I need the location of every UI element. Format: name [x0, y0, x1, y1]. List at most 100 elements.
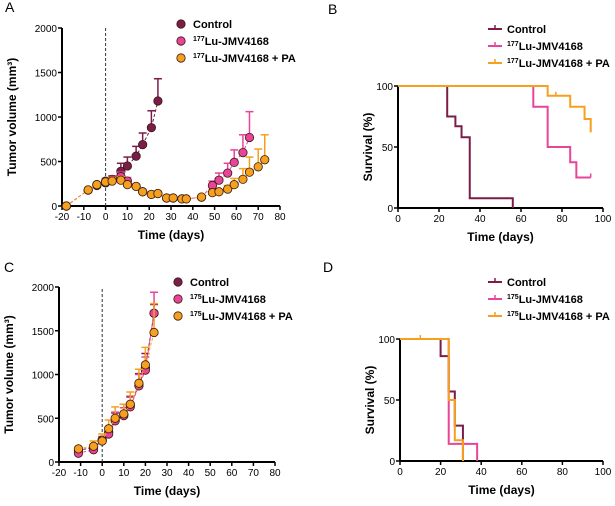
x-tick-label: -20 [52, 468, 67, 479]
data-point [229, 157, 239, 167]
data-point [104, 424, 114, 434]
y-tick-label: 1500 [35, 69, 58, 80]
data-point [168, 193, 178, 203]
x-tick-label: 40 [474, 214, 486, 225]
y-axis-label: Survival (%) [363, 366, 377, 435]
legend-superscript: 175 [190, 294, 202, 301]
legend-marker [173, 294, 183, 304]
y-tick-label: 50 [382, 143, 394, 154]
panel-label: D [323, 259, 333, 275]
x-tick-label: 30 [165, 212, 177, 223]
data-point [214, 187, 224, 197]
data-point [88, 441, 99, 451]
legend-item: Control [176, 19, 232, 31]
legend-item: 177Lu-JMV4168 + PA [176, 53, 296, 65]
survival-curve [400, 338, 464, 461]
legend-item: Control [488, 277, 546, 289]
x-axis-label: Time (days) [134, 484, 200, 498]
y-tick-label: 500 [40, 158, 57, 169]
legend-superscript: 177 [193, 53, 205, 60]
data-point [138, 139, 148, 150]
y-tick-label: 0 [48, 458, 54, 469]
x-tick-label: 100 [595, 214, 612, 225]
x-tick-label: 0 [397, 467, 403, 478]
data-point [238, 174, 248, 184]
legend-item: 177Lu-JMV4168 [488, 41, 583, 53]
legend-label: Control [507, 277, 546, 289]
y-tick-label: 50 [384, 396, 396, 407]
panel-d: D 0 20 40 60 80 100 0 50 100 Time (days) Survival (… [323, 259, 612, 497]
y-tick-label: 100 [376, 82, 393, 93]
data-point [134, 378, 144, 388]
x-tick-label: 80 [269, 468, 281, 479]
survival-curve [398, 85, 592, 133]
y-tick-label: 1000 [35, 113, 58, 124]
data-point [196, 192, 207, 202]
series-control [61, 77, 163, 211]
series-lu [400, 338, 479, 461]
x-tick-label: 100 [595, 467, 612, 478]
data-point [125, 399, 135, 409]
x-tick-label: 50 [209, 212, 221, 223]
data-point [260, 155, 270, 165]
data-point [238, 148, 248, 158]
y-tick-label: 500 [37, 414, 54, 425]
legend-text: Control [507, 277, 546, 289]
panel-label: B [328, 1, 337, 17]
data-point [229, 180, 239, 190]
data-point [244, 132, 255, 143]
legend-label: 175Lu-JMV4168 [190, 294, 266, 306]
legend-text: Lu-JMV4168 [519, 294, 583, 306]
legend-item: 175Lu-JMV4168 + PA [488, 311, 610, 323]
x-tick-label: -20 [55, 212, 70, 223]
x-tick-label: 20 [435, 467, 447, 478]
data-point [181, 194, 191, 204]
data-point [244, 167, 255, 177]
legend-text: Lu-JMV4168 [205, 36, 269, 48]
y-tick-label: 0 [51, 202, 57, 213]
data-point [73, 444, 84, 454]
legend-superscript: 175 [507, 311, 519, 318]
x-tick-label: 40 [187, 212, 199, 223]
x-tick-label: 0 [103, 212, 109, 223]
series-pa [400, 335, 464, 461]
y-tick-label: 2000 [32, 283, 55, 294]
survival-curve [398, 85, 591, 179]
legend-text: Lu-JMV4168 [519, 41, 583, 53]
legend-label: 175Lu-JMV4168 + PA [507, 311, 610, 323]
data-point [140, 360, 150, 370]
x-tick-label: 60 [515, 214, 527, 225]
x-tick-label: -10 [73, 468, 88, 479]
series-lu [73, 291, 159, 458]
data-point [138, 187, 148, 197]
data-point [214, 175, 224, 185]
legend-text: Lu-JMV4168 [202, 294, 266, 306]
x-tick-label: 10 [118, 468, 130, 479]
x-tick-label: 20 [433, 214, 445, 225]
legend-item: 177Lu-JMV4168 + PA [488, 58, 610, 70]
x-tick-label: 60 [226, 468, 238, 479]
x-tick-label: 10 [122, 212, 134, 223]
legend-label: 177Lu-JMV4168 [193, 36, 269, 48]
series-line [78, 332, 155, 450]
legend-label: 177Lu-JMV4168 [507, 41, 583, 53]
y-axis-label: Survival (%) [361, 113, 375, 182]
legend-superscript: 177 [193, 36, 205, 43]
data-point [83, 185, 93, 195]
data-point [149, 327, 159, 338]
legend-superscript: 175 [190, 311, 202, 318]
data-point [97, 436, 107, 446]
y-axis-label: Tumor volume (mm³) [5, 58, 19, 176]
legend-item: 175Lu-JMV4168 + PA [173, 311, 293, 323]
data-point [107, 176, 117, 186]
data-point [122, 161, 133, 171]
data-point [122, 180, 133, 190]
data-point [110, 413, 120, 423]
data-point [92, 180, 102, 190]
legend-item: Control [488, 24, 546, 36]
survival-curve [398, 85, 514, 208]
legend-label: Control [507, 24, 546, 36]
x-tick-label: 50 [205, 468, 217, 479]
